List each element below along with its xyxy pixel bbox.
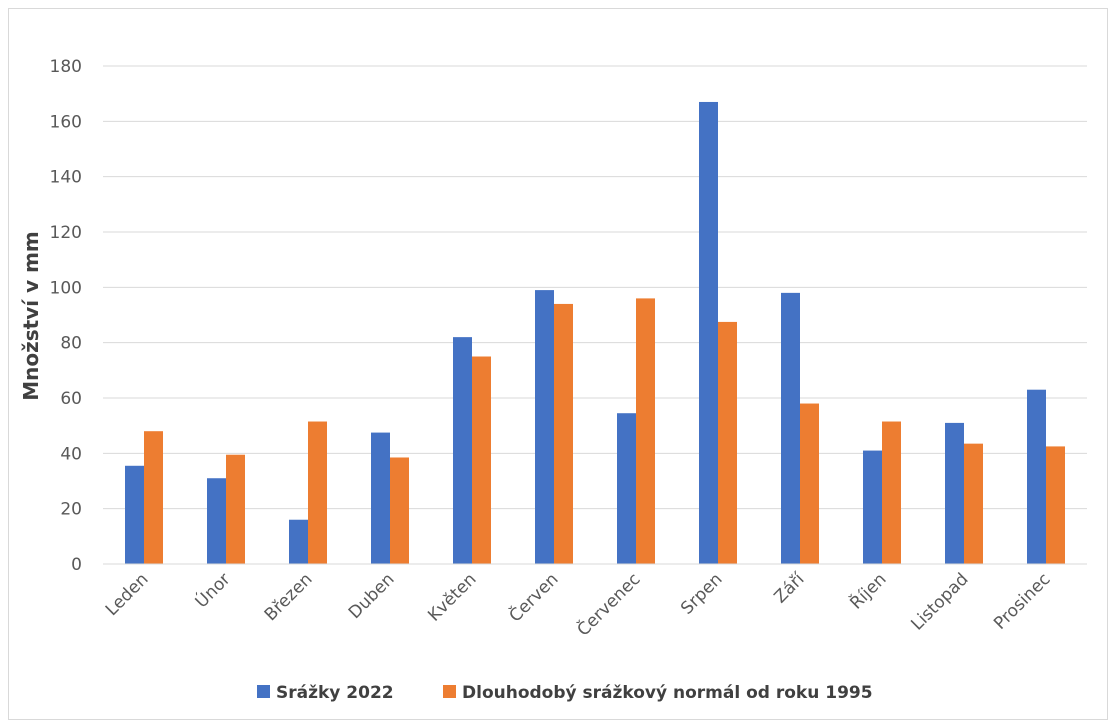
legend-swatch-dlouhodoby-normal (443, 685, 456, 698)
legend: Srážky 2022 Dlouhodobý srážkový normál o… (257, 683, 873, 703)
bar-normal-4 (390, 457, 409, 564)
x-category-label: Květen (424, 569, 480, 625)
bar-srazky-2022-1 (125, 465, 144, 564)
y-tick-label: 180 (50, 57, 82, 77)
bar-normal-1 (144, 431, 163, 564)
y-tick-label: 60 (60, 389, 82, 409)
bar-normal-12 (1046, 446, 1065, 564)
bar-normal-2 (226, 454, 245, 564)
x-category-label: Listopad (907, 569, 972, 634)
x-category-labels: Leden Únor Březen Duben Květen Červen Červenec… (102, 568, 1055, 640)
y-tick-label: 140 (50, 168, 82, 188)
bar-srazky-2022-3 (289, 519, 308, 564)
bar-normal-8 (718, 321, 737, 564)
x-category-label: Březen (261, 569, 317, 625)
bar-srazky-2022-9 (781, 292, 800, 564)
legend-swatch-srazky-2022 (257, 685, 270, 698)
x-category-label: Prosinec (990, 569, 1054, 633)
bar-normal-9 (800, 403, 819, 564)
bars (125, 101, 1065, 564)
x-category-label: Říjen (845, 568, 891, 614)
bar-srazky-2022-7 (617, 413, 636, 564)
x-category-label: Únor (190, 568, 234, 612)
x-category-label: Červenec (572, 568, 644, 640)
bar-normal-5 (472, 356, 491, 564)
bar-srazky-2022-10 (863, 450, 882, 564)
bar-normal-3 (308, 421, 327, 564)
legend-label-srazky-2022: Srážky 2022 (276, 683, 394, 703)
x-category-label: Duben (345, 569, 399, 623)
y-tick-label: 40 (60, 444, 82, 464)
x-category-label: Září (771, 568, 810, 607)
bar-srazky-2022-5 (453, 337, 472, 564)
y-tick-label: 20 (60, 500, 82, 520)
bar-normal-6 (554, 303, 573, 564)
gridlines (103, 65, 1087, 510)
bar-srazky-2022-4 (371, 432, 390, 564)
y-tick-label: 0 (71, 555, 82, 575)
legend-label-dlouhodoby-normal: Dlouhodobý srážkový normál od roku 1995 (462, 683, 873, 703)
y-tick-label: 120 (50, 223, 82, 243)
x-category-label: Červen (504, 568, 562, 626)
bar-srazky-2022-8 (699, 101, 718, 564)
bar-normal-11 (964, 443, 983, 564)
y-tick-label: 100 (50, 278, 82, 298)
bar-normal-7 (636, 298, 655, 564)
bar-normal-10 (882, 421, 901, 564)
bar-srazky-2022-11 (945, 422, 964, 564)
bar-srazky-2022-6 (535, 290, 554, 564)
x-category-label: Srpen (677, 569, 726, 618)
bar-srazky-2022-12 (1027, 389, 1046, 564)
y-tick-label: 160 (50, 112, 82, 132)
y-axis-title: Množství v mm (19, 231, 43, 401)
y-tick-label: 80 (60, 334, 82, 354)
y-tick-labels: 0 20 40 60 80 100 120 140 160 180 (50, 57, 82, 575)
bar-srazky-2022-2 (207, 478, 226, 564)
x-category-label: Leden (102, 569, 153, 620)
